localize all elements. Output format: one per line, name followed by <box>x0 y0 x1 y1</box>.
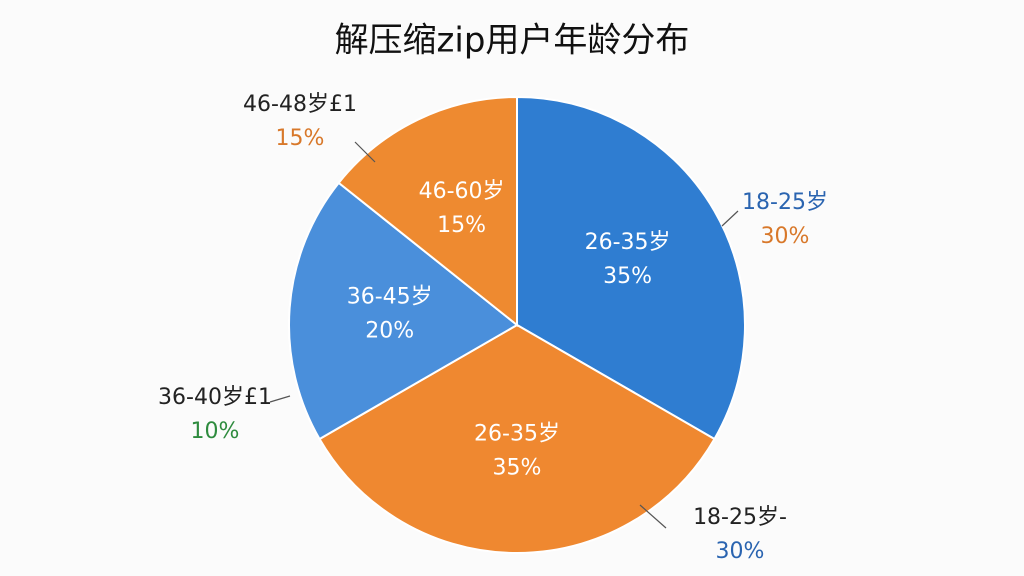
annotation-label: 36-40岁£1 <box>158 385 272 410</box>
annotation-label: 46-48岁£1 <box>243 92 357 117</box>
annotation-value: 30% <box>716 539 765 564</box>
pie-slice <box>288 181 519 441</box>
annotation-value: 30% <box>761 224 810 249</box>
pie-slice <box>337 95 518 328</box>
leader-line <box>639 504 667 529</box>
pie-slice <box>516 95 746 441</box>
leader-line <box>721 210 739 227</box>
annotation-label: 18-25岁- <box>693 505 787 530</box>
slice-label: 46-60岁 <box>419 179 505 204</box>
slice-value: 20% <box>365 318 414 343</box>
leader-line <box>269 395 291 403</box>
leader-line <box>354 141 376 163</box>
annotation-value: 15% <box>276 126 325 151</box>
slice-value: 35% <box>603 264 652 289</box>
annotation-value: 10% <box>191 419 240 444</box>
chart-title: 解压缩zip用户年龄分布 <box>335 21 690 61</box>
slice-value: 35% <box>493 456 542 481</box>
slice-label: 36-45岁 <box>347 284 433 309</box>
slice-value: 15% <box>437 213 486 238</box>
slice-label: 26-35岁 <box>585 230 671 255</box>
slice-label: 26-35岁 <box>474 422 560 447</box>
annotation-label: 18-25岁 <box>742 190 828 215</box>
